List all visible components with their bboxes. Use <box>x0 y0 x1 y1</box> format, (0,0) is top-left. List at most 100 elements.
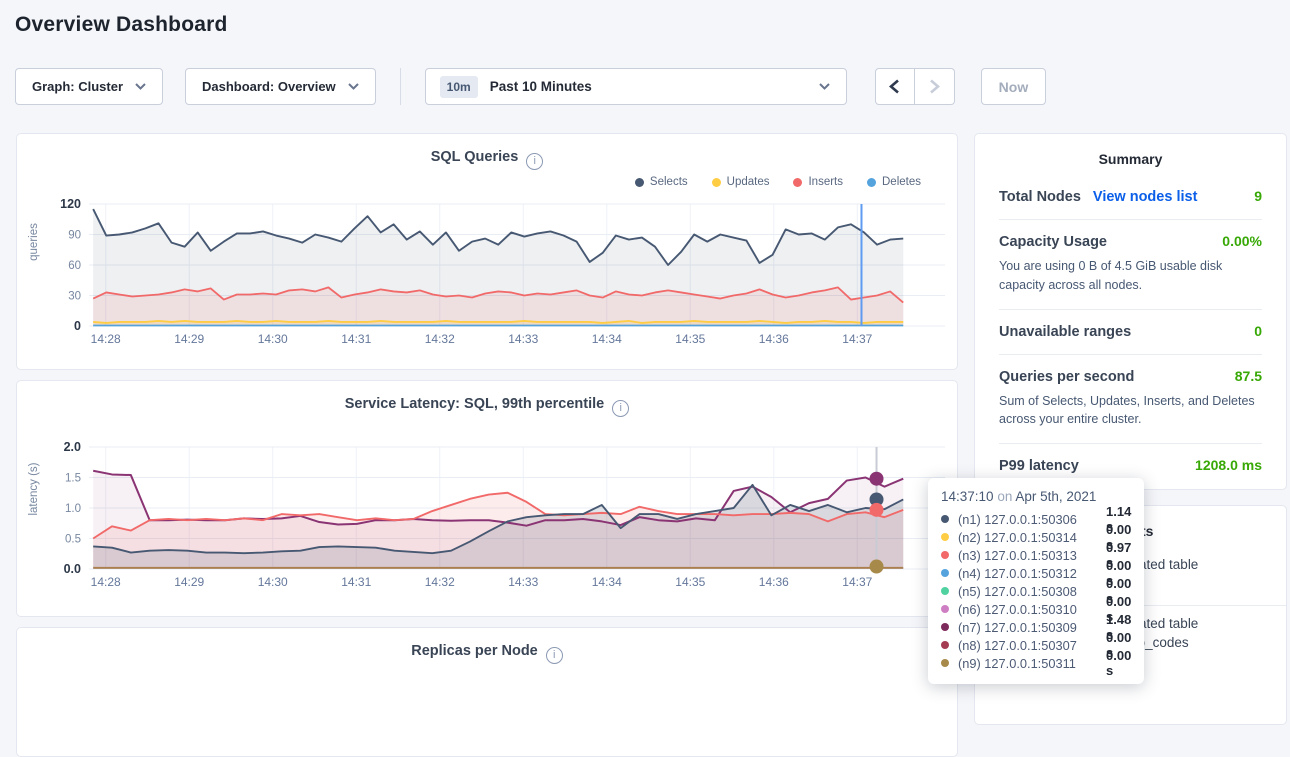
tooltip-row: (n8) 127.0.0.1:50307 0.00 s <box>941 630 1131 660</box>
time-range-label: Past 10 Minutes <box>489 79 592 94</box>
legend-label: Updates <box>726 176 770 188</box>
toolbar-divider <box>399 68 401 105</box>
summary-rows: Total Nodes View nodes list 9 Capacity Usag… <box>975 175 1286 488</box>
overview-dashboard-page: Overview Dashboard Graph: Cluster Dashbo… <box>0 0 1290 689</box>
node-color-dot-icon <box>941 587 949 595</box>
svg-text:14:30: 14:30 <box>258 332 288 346</box>
prev-range-button[interactable] <box>874 68 915 105</box>
chevron-down-icon <box>135 83 146 90</box>
summary-card: Summary Total Nodes View nodes list 9 Capac… <box>974 133 1287 490</box>
summary-row-value: 0 <box>1254 322 1262 339</box>
tooltip-node-value: 0.00 s <box>1106 594 1132 624</box>
view-nodes-list-link[interactable]: View nodes list <box>1092 189 1198 205</box>
tooltip-timestamp: 14:37:10 on Apr 5th, 2021 <box>941 489 1097 504</box>
node-color-dot-icon <box>941 515 949 523</box>
replicas-per-node-title: Replicas per Node <box>411 643 538 659</box>
service-latency-title: Service Latency: SQL, 99th percentile <box>344 396 605 412</box>
summary-row: P99 latency 1208.0 ms <box>999 444 1262 488</box>
dashboard-dropdown[interactable]: Dashboard: Overview <box>185 68 376 105</box>
sql-queries-chart[interactable]: 0 30 60 90 120 14:28 14:29 14:30 14:31 14:32 14:33… <box>31 192 953 352</box>
info-icon[interactable] <box>545 647 563 664</box>
page-title: Overview Dashboard <box>15 13 228 36</box>
tooltip-row: (n9) 127.0.0.1:50311 0.00 s <box>941 648 1131 678</box>
svg-text:14:33: 14:33 <box>508 575 538 589</box>
summary-row-label: Queries per second <box>999 368 1135 385</box>
svg-text:14:28: 14:28 <box>91 332 121 346</box>
svg-text:14:32: 14:32 <box>425 332 455 346</box>
summary-row-value: 1208.0 ms <box>1195 457 1262 473</box>
svg-text:14:34: 14:34 <box>592 575 622 589</box>
svg-text:0.5: 0.5 <box>65 534 81 546</box>
node-color-dot-icon <box>941 533 949 541</box>
legend-item[interactable]: Inserts <box>793 176 843 188</box>
svg-text:120: 120 <box>60 197 81 211</box>
legend-item[interactable]: Updates <box>711 176 770 188</box>
svg-text:14:35: 14:35 <box>675 575 705 589</box>
svg-text:2.0: 2.0 <box>64 440 81 454</box>
summary-row-value: 0.00% <box>1222 233 1262 249</box>
tooltip-node-value: 1.14 s <box>1106 504 1132 534</box>
summary-row: Capacity Usage 0.00% You are using 0 B of … <box>999 220 1262 310</box>
legend-item[interactable]: Selects <box>634 176 688 188</box>
node-color-dot-icon <box>941 569 949 577</box>
svg-text:30: 30 <box>68 291 81 303</box>
tooltip-node-label: (n6) 127.0.0.1:50310 <box>958 601 1077 617</box>
sql-queries-title: SQL Queries <box>430 149 519 165</box>
svg-text:14:35: 14:35 <box>675 332 705 346</box>
graph-dropdown[interactable]: Graph: Cluster <box>15 68 164 105</box>
svg-text:14:32: 14:32 <box>425 575 455 589</box>
chevron-down-icon <box>818 83 830 90</box>
summary-title: Summary <box>1098 151 1163 167</box>
node-color-dot-icon <box>941 551 949 559</box>
svg-text:1.5: 1.5 <box>65 473 81 485</box>
replicas-per-node-card: Replicas per Node <box>16 627 958 757</box>
tooltip-node-value: 1.48 s <box>1106 612 1132 642</box>
next-range-button[interactable] <box>914 68 955 105</box>
now-button[interactable]: Now <box>980 68 1047 105</box>
chart-title-row: SQL Queries <box>17 134 957 170</box>
tooltip-row: (n5) 127.0.0.1:50308 0.00 s <box>941 576 1131 606</box>
chevron-left-icon <box>889 79 900 94</box>
legend-label: Inserts <box>808 176 843 188</box>
chevron-right-icon <box>929 79 940 94</box>
legend-item[interactable]: Deletes <box>867 176 921 188</box>
summary-row: Queries per second 87.5 Sum of Selects, Up… <box>999 355 1262 444</box>
svg-text:60: 60 <box>68 260 81 272</box>
summary-row-label: Capacity Usage <box>999 234 1107 250</box>
legend-dot-icon <box>634 177 644 187</box>
info-icon[interactable] <box>526 153 544 170</box>
time-range-arrows <box>874 68 955 105</box>
svg-text:14:36: 14:36 <box>759 575 789 589</box>
svg-text:0.0: 0.0 <box>64 562 81 576</box>
svg-text:14:37: 14:37 <box>842 332 872 346</box>
node-color-dot-icon <box>941 659 949 667</box>
chart-tooltip: 14:37:10 on Apr 5th, 2021 (n1) 127.0.0.1… <box>928 478 1144 684</box>
svg-text:14:29: 14:29 <box>174 332 204 346</box>
tooltip-node-label: (n5) 127.0.0.1:50308 <box>958 583 1077 599</box>
toolbar: Graph: Cluster Dashboard: Overview 10m P… <box>15 68 1290 105</box>
legend-label: Deletes <box>882 176 921 188</box>
svg-text:14:31: 14:31 <box>341 575 371 589</box>
svg-text:14:30: 14:30 <box>258 575 288 589</box>
time-range-picker[interactable]: 10m Past 10 Minutes <box>424 68 847 105</box>
summary-row-description: Sum of Selects, Updates, Inserts, and De… <box>999 393 1255 427</box>
tooltip-row: (n6) 127.0.0.1:50310 0.00 s <box>941 594 1131 624</box>
node-color-dot-icon <box>941 605 949 613</box>
svg-text:14:34: 14:34 <box>592 332 622 346</box>
tooltip-node-label: (n8) 127.0.0.1:50307 <box>958 637 1077 653</box>
tooltip-node-label: (n1) 127.0.0.1:50306 <box>958 511 1077 527</box>
legend-label: Selects <box>649 176 688 188</box>
service-latency-chart[interactable]: 0.0 0.5 1.0 1.5 2.0 14:28 14:29 14:30 14:31 14:32… <box>31 435 953 595</box>
summary-row-value: 9 <box>1254 188 1262 204</box>
node-color-dot-icon <box>941 623 949 631</box>
tooltip-node-label: (n2) 127.0.0.1:50314 <box>958 529 1077 545</box>
graph-dropdown-label: Graph: Cluster <box>32 79 124 94</box>
summary-row-description: You are using 0 B of 4.5 GiB usable disk… <box>999 259 1223 292</box>
dashboard-dropdown-label: Dashboard: Overview <box>202 79 336 94</box>
tooltip-node-value: 0.00 s <box>1106 576 1132 606</box>
chart-title-row: Replicas per Node <box>17 628 957 664</box>
tooltip-row: (n2) 127.0.0.1:50314 0.00 s <box>941 522 1131 552</box>
info-icon[interactable] <box>612 400 630 417</box>
sql-queries-card: SQL Queries Selects Updates Inserts Deletes… <box>16 133 958 370</box>
svg-text:14:36: 14:36 <box>759 332 789 346</box>
